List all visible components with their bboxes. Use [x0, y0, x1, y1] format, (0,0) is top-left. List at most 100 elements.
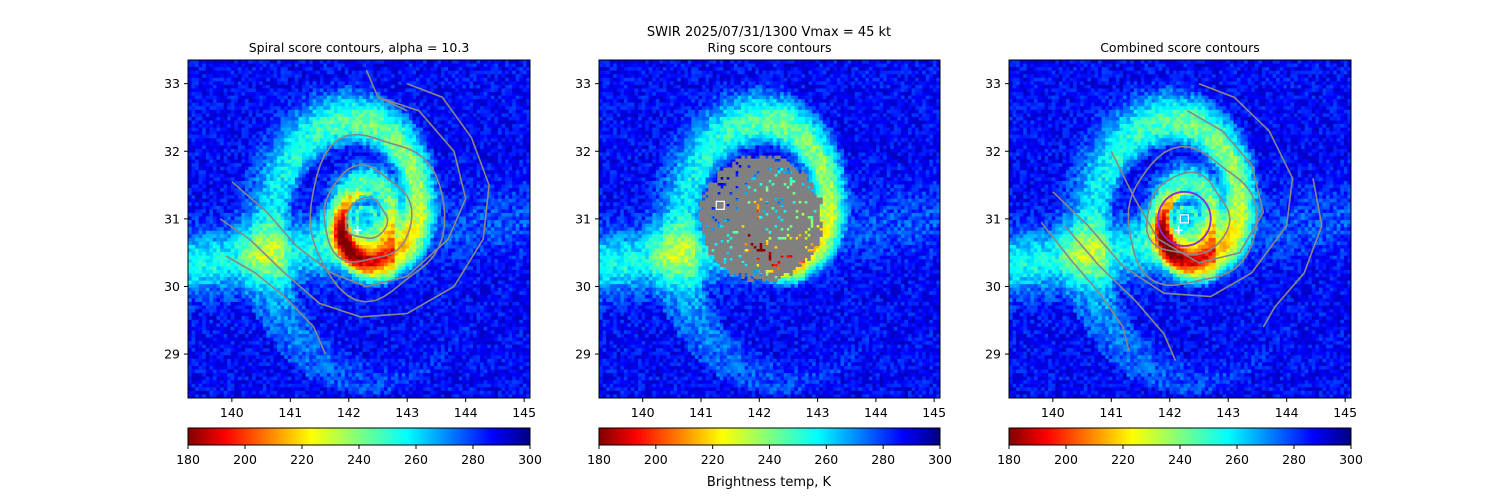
heatmap-cell [366, 191, 371, 196]
heatmap-cell [237, 205, 243, 211]
heatmap-cell [287, 209, 292, 214]
heatmap-cell [195, 81, 200, 86]
heatmap-cell [309, 159, 314, 164]
heatmap-cell [480, 230, 485, 235]
heatmap-cell [351, 152, 357, 157]
heatmap-cell [269, 205, 275, 211]
heatmap-cell [212, 77, 218, 82]
heatmap-cell [269, 106, 275, 111]
heatmap-cell [416, 63, 421, 68]
heatmap-cell [369, 241, 374, 246]
heatmap-cell [437, 216, 442, 221]
heatmap-cell [312, 234, 317, 239]
heatmap-cell [220, 148, 225, 154]
heatmap-cell [490, 170, 495, 175]
heatmap-cell [216, 220, 221, 225]
heatmap-cell [234, 241, 239, 246]
heatmap-cell [344, 173, 349, 179]
heatmap-cell [259, 102, 264, 107]
heatmap-cell [412, 134, 417, 139]
heatmap-cell [426, 109, 431, 114]
heatmap-cell [480, 81, 485, 86]
heatmap-cell [387, 88, 392, 93]
heatmap-cell [259, 124, 264, 129]
heatmap-cell [248, 131, 253, 136]
heatmap-cell [383, 131, 389, 136]
heatmap-cell [209, 106, 214, 111]
heatmap-cell [245, 134, 250, 139]
heatmap-cell [387, 163, 392, 168]
heatmap-cell [490, 116, 495, 122]
heatmap-cell [426, 195, 431, 200]
heatmap-cell [334, 216, 339, 221]
heatmap-cell [501, 74, 506, 79]
heatmap-cell [494, 148, 499, 154]
heatmap-cell [419, 209, 424, 214]
heatmap-cell [220, 63, 225, 68]
heatmap-cell [334, 60, 339, 65]
heatmap-cell [316, 77, 321, 82]
heatmap-cell [473, 84, 478, 90]
heatmap-cell [220, 191, 225, 196]
heatmap-cell [480, 134, 485, 139]
heatmap-cell [505, 191, 510, 196]
heatmap-cell [487, 131, 492, 136]
heatmap-cell [437, 177, 442, 182]
heatmap-cell [391, 134, 396, 139]
heatmap-cell [266, 202, 271, 207]
heatmap-cell [401, 102, 406, 107]
heatmap-cell [227, 216, 232, 221]
heatmap-cell [273, 70, 278, 75]
heatmap-cell [469, 113, 474, 118]
heatmap-cell [401, 180, 406, 186]
heatmap-cell [462, 159, 467, 164]
heatmap-cell [220, 180, 225, 186]
heatmap-cell [223, 191, 228, 196]
heatmap-cell [326, 220, 332, 225]
heatmap-cell [366, 227, 371, 232]
heatmap-cell [241, 141, 246, 146]
heatmap-cell [423, 102, 428, 107]
heatmap-cell [241, 173, 246, 179]
heatmap-cell [462, 202, 467, 207]
heatmap-cell [526, 188, 530, 193]
heatmap-cell [188, 195, 193, 200]
heatmap-cell [220, 230, 225, 235]
heatmap-cell [398, 241, 403, 246]
heatmap-cell [287, 134, 292, 139]
heatmap-cell [237, 145, 243, 150]
heatmap-cell [326, 127, 332, 132]
heatmap-cell [266, 138, 271, 143]
heatmap-cell [344, 237, 349, 243]
heatmap-cell [494, 173, 499, 179]
heatmap-cell [494, 212, 499, 218]
heatmap-cell [519, 127, 524, 132]
heatmap-cell [255, 70, 260, 75]
heatmap-cell [326, 124, 332, 129]
heatmap-cell [212, 195, 218, 200]
heatmap-cell [387, 212, 392, 218]
heatmap-cell [419, 74, 424, 79]
heatmap-cell [483, 163, 488, 168]
heatmap-cell [188, 198, 193, 203]
heatmap-cell [497, 148, 503, 154]
heatmap-cell [490, 84, 495, 90]
heatmap-cell [505, 120, 510, 125]
heatmap-cell [330, 138, 335, 143]
heatmap-cell [376, 77, 381, 82]
heatmap-cell [416, 209, 421, 214]
heatmap-cell [455, 106, 460, 111]
heatmap-cell [223, 102, 228, 107]
heatmap-cell [319, 109, 324, 114]
heatmap-cell [480, 120, 485, 125]
heatmap-cell [497, 198, 503, 203]
heatmap-cell [512, 63, 517, 68]
heatmap-cell [359, 166, 364, 171]
heatmap-cell [259, 74, 264, 79]
heatmap-cell [330, 166, 335, 171]
heatmap-cell [387, 216, 392, 221]
heatmap-cell [522, 241, 528, 246]
heatmap-cell [323, 212, 328, 218]
heatmap-cell [515, 234, 520, 239]
heatmap-cell [451, 163, 456, 168]
